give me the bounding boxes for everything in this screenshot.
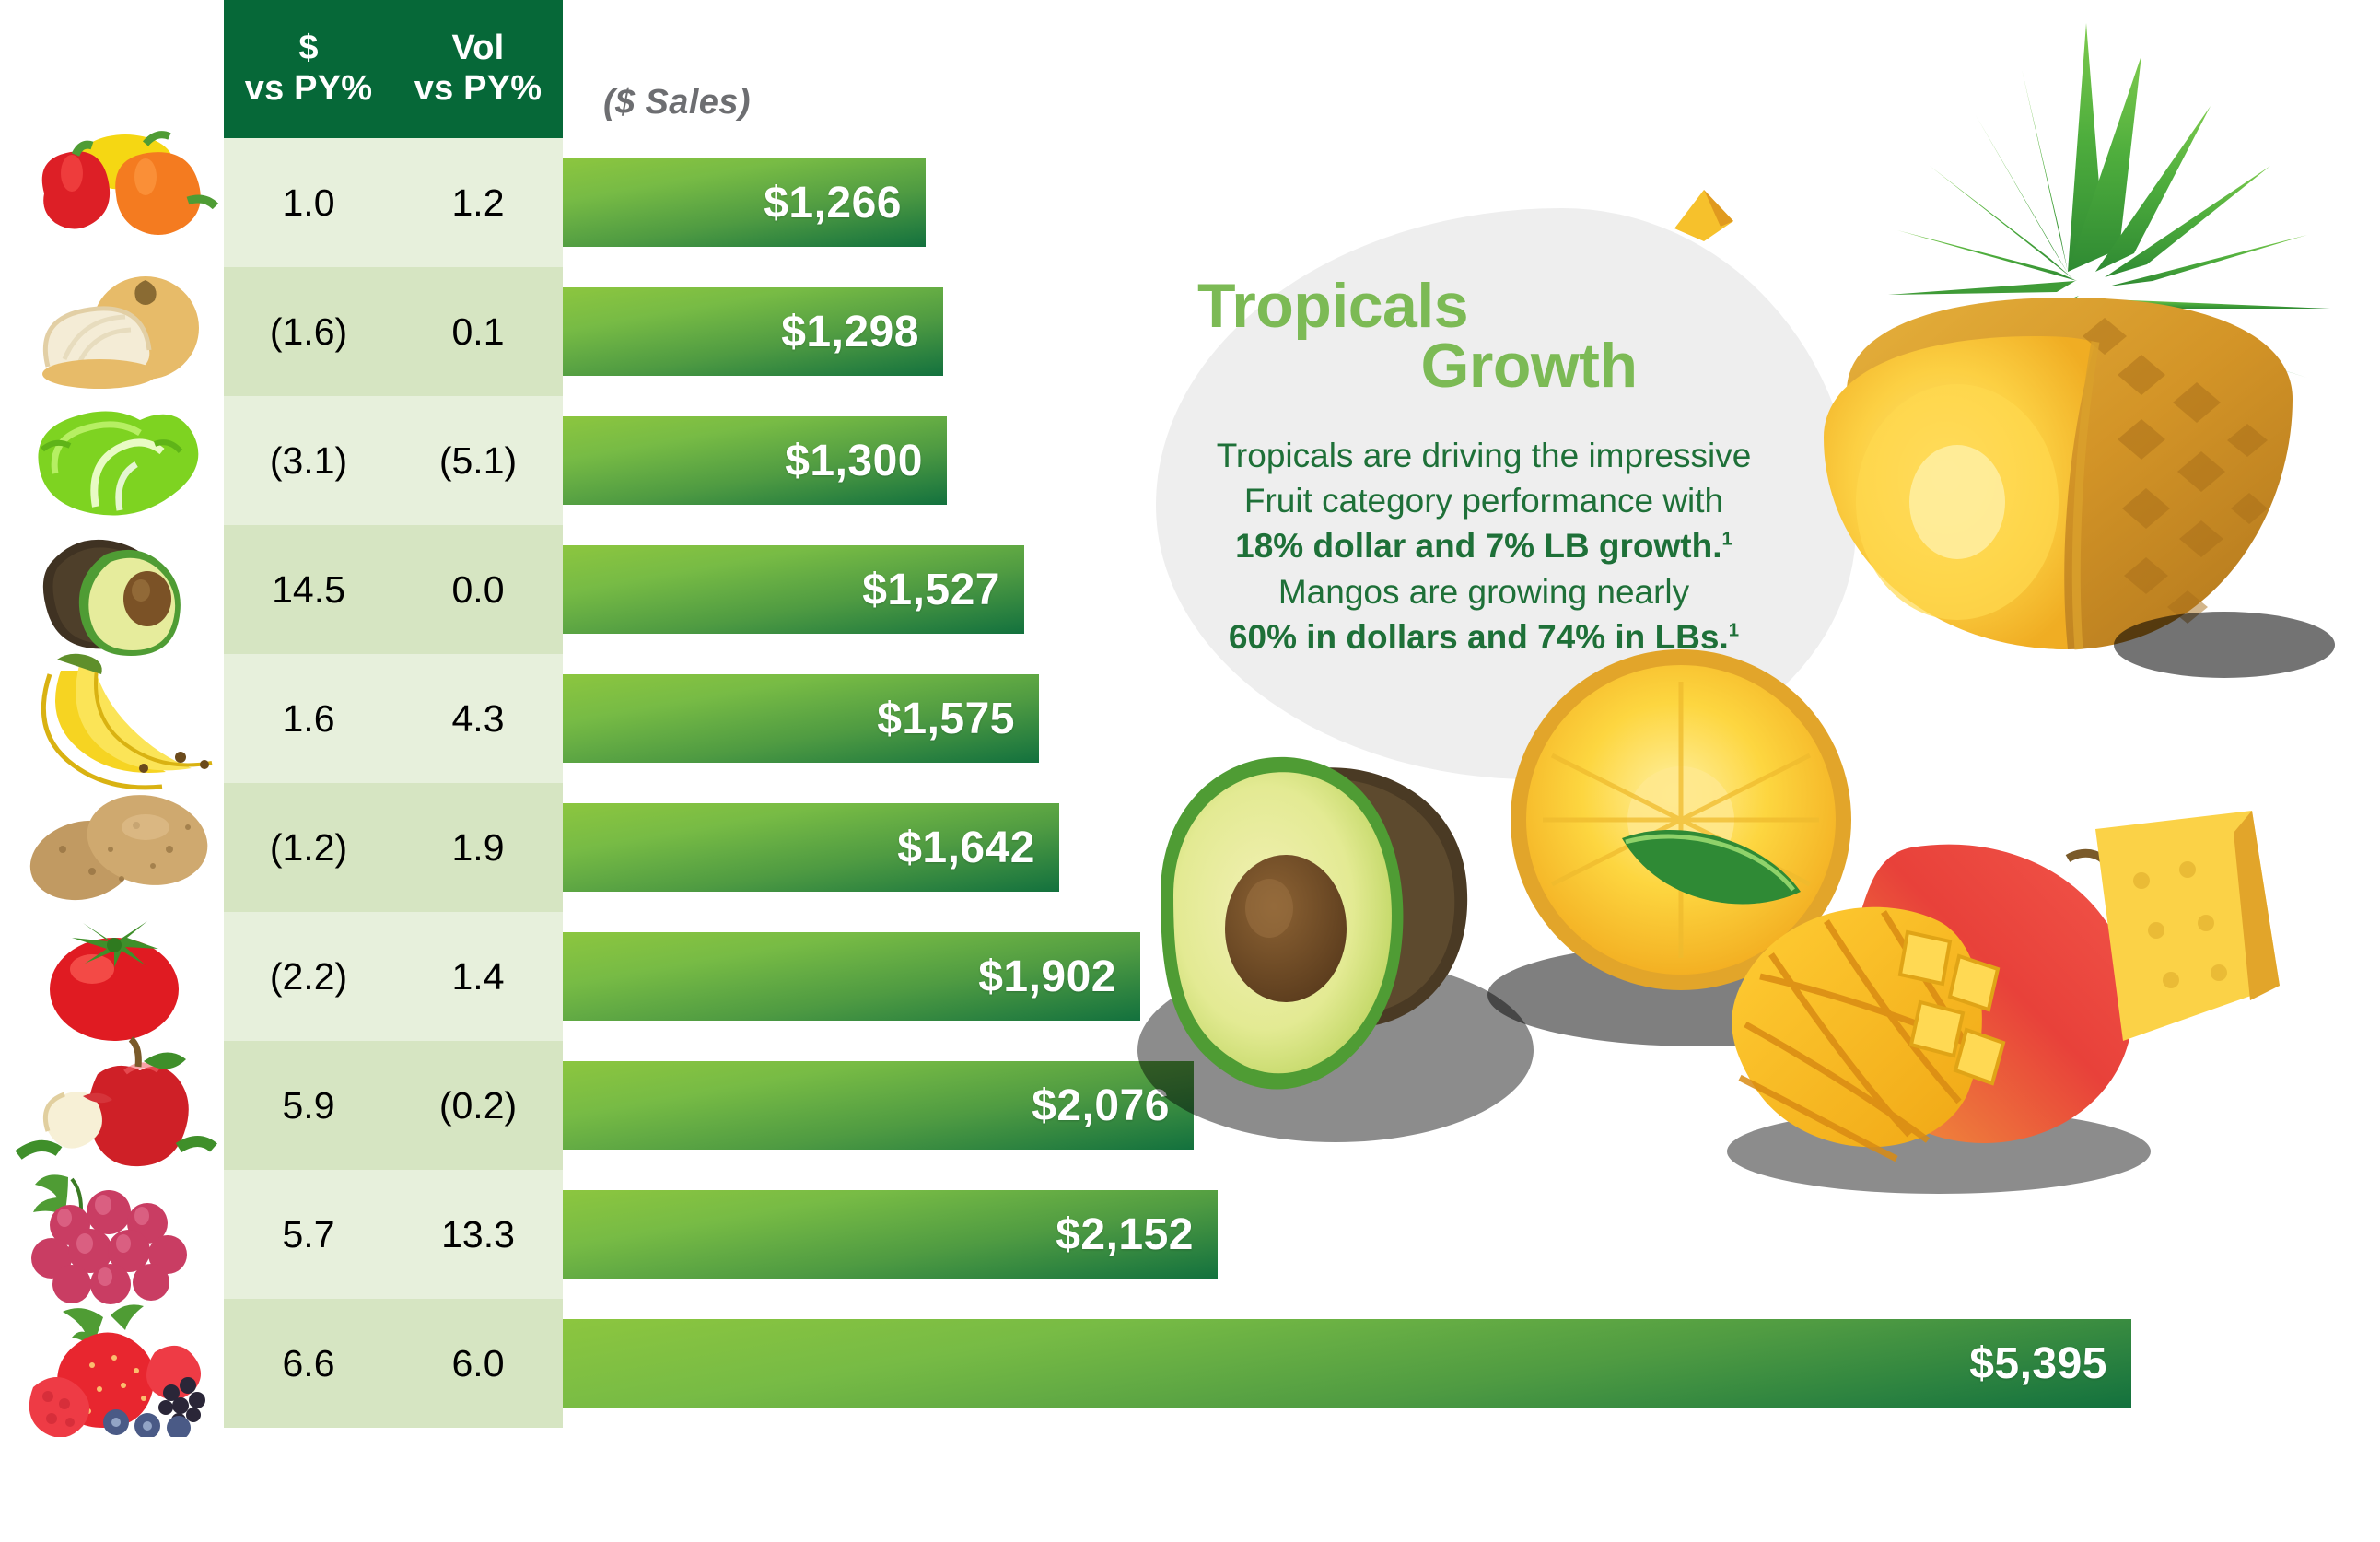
- callout-body-line-1: Tropicals are driving the impressive: [1216, 437, 1752, 474]
- cell-dollar-vs-py: (1.2): [269, 825, 348, 869]
- table-row: (1.6) 0.1 $1,298: [0, 267, 2146, 396]
- callout-body-line-5: 60% in dollars and 74% in LBs.1: [1161, 614, 1806, 660]
- avocado-icon: [7, 514, 221, 663]
- sales-bar-label: $1,298: [781, 307, 919, 356]
- row-stripe: [224, 1170, 563, 1299]
- sales-bar-label: $1,902: [978, 952, 1116, 1001]
- potatoes-icon: [7, 772, 221, 921]
- sales-bar-chart: $ vs PY% Vol vs PY% ($ Sales) 1.0 1.2 $1,2…: [0, 0, 2146, 1437]
- row-stripe: [224, 1041, 563, 1170]
- pineapple-whole-image: [1791, 5, 2380, 705]
- sales-bar-label: $1,266: [764, 178, 902, 228]
- sales-bar: $1,902: [563, 932, 1140, 1021]
- cell-volume-vs-py: 1.4: [451, 954, 505, 998]
- row-stripe: [224, 783, 563, 912]
- sales-bar: $1,300: [563, 416, 947, 505]
- callout-body-line-2: Fruit category performance with: [1243, 482, 1724, 520]
- row-stripe: [224, 654, 563, 783]
- callout-title-line2: Growth: [1420, 330, 1638, 401]
- tropicals-growth-callout: Tropicals Growth Tropicals are driving t…: [1119, 0, 2380, 1542]
- sales-bar: $1,266: [563, 158, 926, 247]
- sales-bar: $1,298: [563, 287, 943, 376]
- cell-dollar-vs-py: 1.6: [282, 696, 335, 740]
- table-row: 6.6 6.0 $5,395: [0, 1299, 2146, 1437]
- sales-bar: $5,395: [563, 1319, 2131, 1408]
- apple-icon: [7, 1030, 221, 1179]
- cell-dollar-vs-py: (2.2): [269, 954, 348, 998]
- avocado-image: [1105, 682, 1538, 1161]
- cell-dollar-vs-py: (3.1): [269, 438, 348, 482]
- cell-dollar-vs-py: 6.6: [282, 1341, 335, 1384]
- cell-volume-vs-py: 0.0: [451, 567, 505, 611]
- cell-volume-vs-py: (0.2): [438, 1083, 518, 1127]
- lettuce-icon: [7, 385, 221, 534]
- sales-bar: $1,642: [563, 803, 1059, 892]
- callout-stat-1: 18% dollar and 7% LB growth.: [1235, 527, 1722, 566]
- column-header-volume-vs-py: Vol vs PY%: [414, 29, 542, 108]
- sales-bar: $2,152: [563, 1190, 1218, 1279]
- cell-volume-vs-py: 13.3: [441, 1212, 515, 1256]
- cell-dollar-vs-py: 1.0: [282, 181, 335, 224]
- mango-image: [1690, 811, 2169, 1197]
- footnote-marker-2: 1: [1728, 620, 1740, 641]
- table-row: (2.2) 1.4 $1,902: [0, 912, 2146, 1041]
- sales-bar: $1,575: [563, 674, 1039, 763]
- footnote-marker-1: 1: [1721, 530, 1732, 551]
- table-header: $ vs PY% Vol vs PY%: [224, 0, 563, 138]
- tomato-icon: [7, 901, 221, 1050]
- sales-bar-label: $2,076: [1032, 1081, 1170, 1130]
- sales-bar-label: $1,642: [897, 823, 1035, 872]
- callout-title-line1: Tropicals: [1197, 271, 1469, 341]
- berries-icon: [7, 1288, 221, 1437]
- pineapple-wedge-image: [2068, 792, 2298, 1069]
- cell-volume-vs-py: 6.0: [451, 1341, 505, 1384]
- table-row: 5.9 (0.2) $2,076: [0, 1036, 2146, 1170]
- cell-volume-vs-py: (5.1): [438, 438, 518, 482]
- cell-volume-vs-py: 4.3: [451, 696, 505, 740]
- callout-body-line-4: Mangos are growing nearly: [1278, 572, 1690, 611]
- row-stripe: [224, 525, 563, 654]
- row-stripe: [224, 138, 563, 267]
- cell-dollar-vs-py: (1.6): [269, 310, 348, 353]
- sales-bar: $2,076: [563, 1061, 1194, 1150]
- bananas-icon: [7, 643, 221, 792]
- bell-peppers-icon: [7, 127, 221, 276]
- table-row: 1.0 1.2 $1,266: [0, 131, 2146, 267]
- table-row: 1.6 4.3 $1,575: [0, 653, 2146, 790]
- grapes-icon: [7, 1159, 221, 1308]
- row-stripe: [224, 396, 563, 525]
- table-row: 5.7 13.3 $2,152: [0, 1170, 2146, 1304]
- cell-dollar-vs-py: 5.9: [282, 1083, 335, 1127]
- table-row: (1.2) 1.9 $1,642: [0, 783, 2146, 912]
- sales-bar-label: $1,575: [877, 694, 1015, 743]
- cell-volume-vs-py: 0.1: [451, 310, 505, 353]
- table-row: (3.1) (5.1) $1,300: [0, 396, 2146, 525]
- row-stripe: [224, 267, 563, 396]
- column-header-dollar-vs-py: $ vs PY%: [244, 29, 373, 108]
- row-stripe: [224, 912, 563, 1041]
- callout-body-line-3: 18% dollar and 7% LB growth.1: [1161, 523, 1806, 568]
- sales-bar-label: $5,395: [1969, 1338, 2107, 1388]
- callout-body: Tropicals are driving the impressive Fru…: [1161, 433, 1806, 660]
- axis-label-sales: ($ Sales): [603, 83, 751, 122]
- cell-volume-vs-py: 1.9: [451, 825, 505, 869]
- table-row: 14.5 0.0 $1,527: [0, 525, 2146, 656]
- callout-stat-2: 60% in dollars and 74% in LBs.: [1228, 617, 1729, 656]
- sales-bar: $1,527: [563, 545, 1024, 634]
- row-stripe: [224, 1299, 563, 1428]
- callout-title: Tropicals Growth: [1197, 271, 1824, 401]
- pineapple-chip-image: [1667, 184, 1741, 258]
- sales-bar-label: $1,527: [862, 565, 1000, 614]
- sales-bar-label: $1,300: [785, 436, 923, 485]
- sales-bar-label: $2,152: [1056, 1209, 1194, 1259]
- cell-dollar-vs-py: 14.5: [272, 567, 345, 611]
- pineapple-slice-image: [1451, 645, 1930, 1050]
- onions-icon: [7, 256, 221, 405]
- cell-volume-vs-py: 1.2: [451, 181, 505, 224]
- cell-dollar-vs-py: 5.7: [282, 1212, 335, 1256]
